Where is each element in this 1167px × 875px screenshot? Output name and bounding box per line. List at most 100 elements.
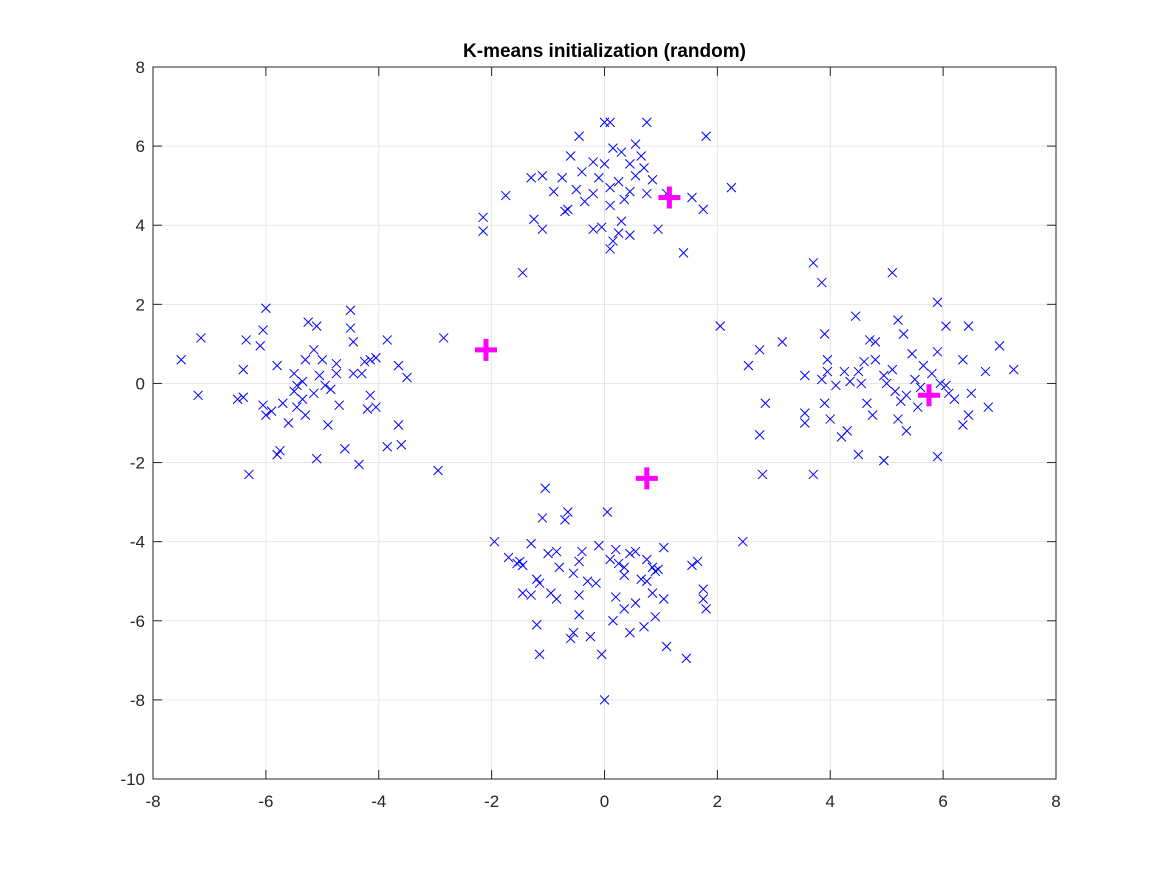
data-point-x [647, 562, 658, 573]
data-point-x [579, 196, 590, 207]
data-point-x [582, 576, 593, 587]
data-point-x [819, 398, 830, 409]
data-point-x [266, 406, 277, 416]
data-point-x [489, 536, 500, 547]
data-point-x [819, 329, 830, 339]
data-point-x [289, 368, 299, 379]
data-point-x [514, 556, 525, 567]
data-point-x [565, 151, 576, 161]
data-point-x [901, 426, 912, 436]
data-point-x [949, 394, 960, 405]
data-point-x [910, 374, 920, 385]
data-point-x [641, 117, 652, 128]
data-point-x [619, 194, 630, 205]
data-point-x [526, 172, 536, 183]
data-point-x [616, 216, 627, 227]
data-point-x [244, 469, 254, 480]
data-point-x [599, 159, 610, 169]
x-tick-label: -2 [484, 792, 499, 811]
data-point-x [300, 354, 311, 365]
data-point-x [594, 540, 604, 551]
y-tick-label: -8 [130, 691, 145, 710]
data-point-x [898, 329, 909, 339]
data-point-x [893, 414, 903, 424]
data-point-x [1008, 364, 1019, 375]
data-point-x [619, 570, 630, 581]
data-point-x [641, 188, 652, 199]
data-point-x [308, 388, 319, 399]
data-point-x [574, 590, 584, 600]
data-point-x [193, 390, 204, 401]
data-point-x [698, 204, 709, 215]
data-point-x [594, 172, 604, 183]
centroid-marker [918, 384, 941, 407]
data-point-x [932, 451, 943, 462]
data-point-x [314, 370, 325, 381]
data-point-x [918, 360, 929, 371]
data-point-x [365, 354, 376, 365]
data-point-x [292, 402, 302, 413]
data-point-x [232, 394, 243, 405]
data-point-x [512, 558, 522, 569]
data-point-x [994, 341, 1005, 351]
data-point-x [562, 204, 573, 215]
data-point-x [658, 542, 669, 553]
data-point-x [641, 576, 652, 587]
data-point-x [605, 182, 615, 193]
x-tick-label: 4 [826, 792, 835, 811]
data-point-x [503, 552, 514, 563]
data-point-x [983, 402, 994, 413]
data-point-x [647, 174, 658, 185]
data-point-x [853, 366, 864, 377]
data-point-x [895, 396, 906, 407]
data-point-x [743, 360, 754, 371]
data-point-x [613, 558, 624, 569]
data-point-x [289, 386, 299, 397]
data-point-x [300, 410, 311, 420]
data-point-x [641, 554, 652, 565]
data-point-x [893, 315, 903, 326]
data-point-x [608, 143, 618, 153]
data-point-x [534, 649, 545, 660]
data-point-x [517, 560, 528, 571]
data-point-x [870, 337, 881, 347]
data-point-x [692, 556, 703, 567]
data-point-x [517, 588, 528, 598]
data-point-x [737, 536, 748, 547]
data-point-x [799, 370, 810, 381]
data-point-x [261, 410, 271, 420]
y-tick-label: 6 [136, 137, 145, 156]
data-point-x [238, 392, 249, 403]
data-point-x [317, 354, 328, 365]
data-point-x [605, 244, 615, 254]
data-point-x [356, 368, 367, 379]
data-point-x [608, 615, 618, 626]
data-point-x [331, 358, 342, 369]
x-tick-label: 0 [600, 792, 609, 811]
data-point-x [345, 323, 356, 333]
data-point-x [551, 546, 562, 557]
data-point-x [650, 566, 661, 577]
data-point-x [554, 562, 565, 573]
data-point-x [630, 139, 641, 149]
data-point-x [371, 402, 381, 413]
data-point-x [926, 368, 937, 379]
x-tick-label: 8 [1051, 792, 1060, 811]
grid [152, 66, 1057, 780]
data-point-x [932, 346, 943, 357]
centroid-marker [658, 186, 681, 209]
data-point-x [540, 483, 551, 494]
data-point-x [574, 131, 584, 142]
data-point-x [625, 186, 635, 197]
data-point-x [912, 402, 923, 413]
data-point-x [887, 364, 898, 375]
y-tick-label: -10 [120, 770, 145, 789]
data-point-x [639, 163, 649, 173]
data-point-x [653, 564, 663, 575]
data-point-x [562, 507, 573, 517]
data-point-x [238, 364, 249, 375]
data-point-x [297, 394, 308, 405]
data-point-x [610, 592, 621, 602]
